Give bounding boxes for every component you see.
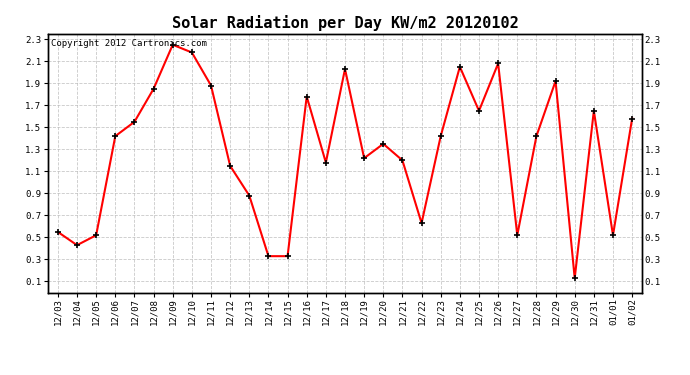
- Text: Copyright 2012 Cartronics.com: Copyright 2012 Cartronics.com: [51, 39, 207, 48]
- Title: Solar Radiation per Day KW/m2 20120102: Solar Radiation per Day KW/m2 20120102: [172, 15, 518, 31]
